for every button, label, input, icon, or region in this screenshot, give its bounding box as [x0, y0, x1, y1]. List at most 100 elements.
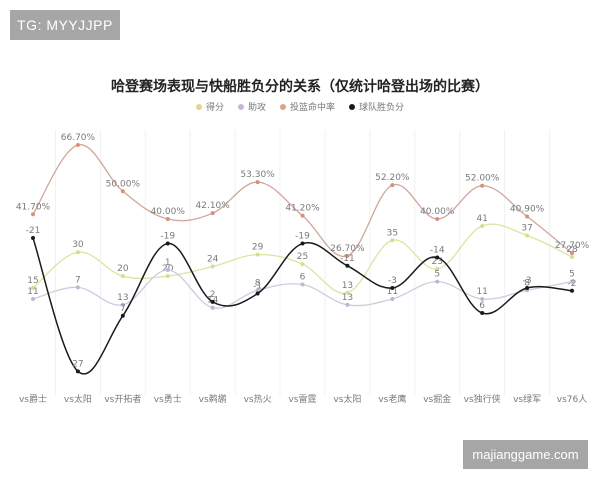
- data-label-fg-pct: 53.30%: [240, 170, 275, 180]
- x-axis-label: vs雷霆: [288, 394, 316, 405]
- data-point-margin[interactable]: [210, 299, 215, 304]
- data-point-fg-pct[interactable]: [165, 217, 170, 221]
- data-label-points: 35: [387, 228, 398, 238]
- data-point-points[interactable]: [345, 290, 350, 295]
- data-point-points[interactable]: [435, 266, 440, 271]
- legend-item-fg-pct[interactable]: 投篮命中率: [280, 100, 335, 113]
- data-point-points[interactable]: [165, 274, 170, 279]
- legend-label: 得分: [205, 103, 224, 113]
- data-label-fg-pct: 52.00%: [465, 174, 500, 184]
- data-point-margin[interactable]: [31, 236, 35, 240]
- data-point-fg-pct[interactable]: [255, 180, 260, 185]
- data-label-margin: -19: [160, 232, 175, 242]
- data-point-fg-pct[interactable]: [31, 212, 35, 217]
- data-label-assists: 8: [524, 278, 530, 288]
- x-axis-label: vs老鹰: [378, 393, 406, 405]
- data-point-margin[interactable]: [390, 286, 395, 290]
- data-point-margin[interactable]: [345, 263, 350, 268]
- chart-legend: 得分 助攻 投篮命中率 球队胜负分: [0, 100, 600, 113]
- data-point-points[interactable]: [390, 238, 395, 243]
- data-label-margin: 27: [72, 359, 83, 369]
- data-label-margin: -3: [523, 276, 532, 286]
- data-point-points[interactable]: [525, 233, 530, 238]
- legend-label: 助攻: [247, 103, 266, 113]
- data-point-points[interactable]: [255, 252, 260, 257]
- data-label-margin: 7: [120, 304, 126, 314]
- data-point-margin[interactable]: [75, 369, 80, 374]
- data-label-points: 15: [27, 276, 38, 286]
- data-point-margin[interactable]: [120, 313, 125, 318]
- data-point-assists[interactable]: [480, 297, 485, 301]
- watermark-top: TG: MYYJJPP: [10, 10, 120, 40]
- data-point-assists[interactable]: [255, 288, 260, 293]
- data-point-fg-pct[interactable]: [120, 189, 125, 194]
- data-label-margin: -11: [340, 254, 355, 264]
- data-point-margin[interactable]: [480, 311, 485, 315]
- data-label-margin: -2: [568, 279, 577, 289]
- data-label-points: 25: [297, 252, 308, 262]
- data-point-margin[interactable]: [435, 255, 440, 260]
- chart-title: 哈登赛场表现与快船胜负分的关系（仅统计哈登出场的比赛）: [111, 79, 489, 95]
- data-point-margin[interactable]: [255, 291, 260, 296]
- data-point-points[interactable]: [570, 255, 574, 259]
- data-point-fg-pct[interactable]: [75, 143, 80, 147]
- data-point-assists[interactable]: [210, 305, 215, 310]
- data-label-points: 20: [117, 264, 129, 274]
- data-point-points[interactable]: [300, 262, 305, 267]
- data-point-assists[interactable]: [120, 302, 125, 307]
- data-point-fg-pct[interactable]: [390, 183, 395, 188]
- data-label-points: 30: [72, 240, 84, 250]
- data-point-fg-pct[interactable]: [210, 211, 215, 216]
- legend-item-points[interactable]: 得分: [195, 100, 224, 113]
- data-point-assists[interactable]: [31, 297, 35, 301]
- data-label-fg-pct: 26.70%: [330, 244, 365, 254]
- data-point-assists[interactable]: [435, 279, 440, 284]
- data-label-points: 29: [252, 243, 264, 253]
- data-point-margin[interactable]: [570, 288, 574, 293]
- x-axis-label: vs鹈鹕: [199, 393, 227, 405]
- data-point-margin[interactable]: [165, 241, 170, 246]
- data-point-fg-pct[interactable]: [300, 213, 305, 218]
- data-point-assists[interactable]: [165, 268, 170, 272]
- data-label-fg-pct: 52.20%: [375, 173, 410, 183]
- data-label-assists: 8: [255, 278, 261, 288]
- data-point-fg-pct[interactable]: [570, 251, 574, 256]
- x-axis-label: vs太阳: [333, 393, 361, 405]
- series-line-margin: [32, 237, 573, 375]
- data-point-assists[interactable]: [300, 282, 305, 287]
- data-label-fg-pct: 40.00%: [420, 207, 455, 217]
- data-point-points[interactable]: [480, 224, 485, 228]
- data-point-fg-pct[interactable]: [480, 183, 485, 188]
- legend-dot-icon: [195, 103, 202, 110]
- data-label-assists: 13: [342, 293, 353, 303]
- legend-item-assists[interactable]: 助攻: [237, 100, 266, 113]
- data-label-assists: 11: [387, 287, 398, 297]
- data-point-fg-pct[interactable]: [435, 217, 440, 221]
- data-point-assists[interactable]: [345, 302, 350, 307]
- data-point-fg-pct[interactable]: [345, 253, 350, 258]
- data-point-points[interactable]: [210, 264, 215, 269]
- data-label-assists: 13: [117, 293, 128, 303]
- data-point-points[interactable]: [75, 250, 80, 255]
- data-point-points[interactable]: [31, 286, 35, 290]
- data-label-points: 13: [342, 281, 353, 291]
- legend-label: 球队胜负分: [359, 103, 405, 113]
- data-label-margin: -14: [430, 245, 445, 255]
- data-label-margin: -19: [295, 232, 310, 242]
- data-point-margin[interactable]: [525, 286, 530, 290]
- data-label-assists: 11: [476, 287, 487, 297]
- data-label-fg-pct: 40.00%: [151, 207, 186, 217]
- x-axis-label: vs开拓者: [104, 393, 141, 405]
- data-point-points[interactable]: [120, 274, 125, 279]
- data-label-fg-pct: 41.20%: [285, 204, 320, 214]
- data-label-margin: 2: [210, 290, 216, 300]
- data-point-assists[interactable]: [75, 285, 80, 290]
- data-point-assists[interactable]: [390, 297, 395, 301]
- data-point-fg-pct[interactable]: [525, 214, 530, 219]
- legend-item-margin[interactable]: 球队胜负分: [349, 100, 404, 113]
- legend-label: 投篮命中率: [290, 103, 336, 113]
- data-point-margin[interactable]: [300, 241, 305, 246]
- data-point-assists[interactable]: [570, 279, 574, 284]
- data-label-assists: 5: [569, 270, 575, 280]
